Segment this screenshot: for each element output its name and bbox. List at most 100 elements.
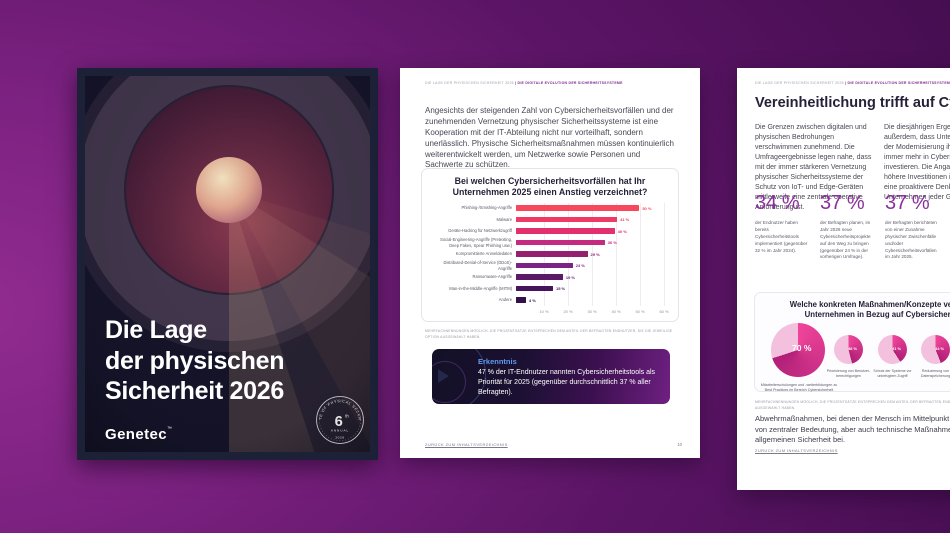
bar-track: 29 % [516, 249, 664, 260]
pie-caption: Priorisierung von Benutzer-berechtigunge… [826, 369, 871, 379]
cover-title-line1: Die Lage [105, 316, 207, 344]
bar-track: 19 % [516, 272, 664, 283]
insight-callout: Erkenntnis 47 % der IT-Endnutzer nannten… [432, 349, 670, 404]
pie-caption: Mitarbeiterschulungen und -weiterbildung… [760, 383, 838, 393]
stat-value: 37 % [820, 192, 865, 214]
x-axis-ticks: 10 % 20 % 30 % 40 % 50 % 60 % [520, 308, 668, 315]
back-to-toc-link[interactable]: ZURÜCK ZUM INHALTSVERZEICHNIS [425, 442, 508, 447]
bar-fill [516, 228, 615, 234]
bar-category-label: Kompromittierte Anmeldedaten [455, 251, 512, 257]
bar-row: Malware 41 % [432, 214, 668, 225]
gridline [640, 202, 641, 306]
back-to-toc-link[interactable]: ZURÜCK ZUM INHALTSVERZEICHNIS [755, 448, 838, 453]
bar-category-label: Geräte-Hacking für Netzwerkzugriff [448, 228, 512, 234]
gridline [616, 202, 617, 306]
running-header-section: | DIE DIGITALE EVOLUTION DER SICHERHEITS… [845, 81, 950, 85]
running-header: DIE LAGE DER PHYSISCHEN SICHERHEIT 2026 … [755, 81, 950, 85]
cover-title-line3: Sicherheit 2026 [105, 377, 284, 405]
bar-value-label: 23 % [575, 263, 585, 269]
bar-category-label: Social-Engineering-Angriffe (Pretexting,… [440, 237, 512, 248]
bar-row: Ransomware-Angriffe 19 % [432, 272, 668, 283]
bar-row: Distributed-Denial-of-Service (DDoS)-Ang… [432, 260, 668, 271]
bar-value-label: 41 % [620, 217, 630, 223]
stat-caption: der Befragten berichteten von einer Zuna… [885, 220, 937, 260]
pie-chart-small: 41 % Schutz der Systeme vor unbefugtem Z… [873, 335, 912, 378]
axis-tick-label: 10 % [539, 308, 549, 314]
bar-track: 15 % [516, 283, 664, 294]
stat-block-2: 37 % der Befragten planen, im Jahr 2026 … [820, 192, 880, 261]
bar-value-label: 4 % [528, 297, 536, 303]
bar-value-label: 29 % [590, 251, 600, 257]
bar-track: 36 % [516, 237, 664, 248]
bar-track: 41 % [516, 214, 664, 225]
genetec-logo-text: Genetec [105, 426, 167, 443]
stat-caption: der Befragten planen, im Jahr 2026 neue … [820, 220, 871, 260]
pie-chart-small: 46 % Priorisierung von Benutzer-berechti… [827, 335, 870, 378]
pie-chart-large: 70 % Mitarbeiterschulungen und -weiterbi… [761, 323, 837, 392]
genetec-logo: Genetec™ [105, 426, 172, 443]
axis-tick-label: 50 % [635, 308, 645, 314]
bar-rows: Phishing-/Smishing-Angriffe 50 % Malware 41… [432, 203, 668, 306]
bar-track: 4 % [516, 295, 664, 306]
bar-track: 40 % [516, 226, 664, 237]
gridline [664, 202, 665, 306]
pie-slice [834, 335, 863, 364]
bar-fill [516, 239, 605, 246]
pie-percentage: 44 % [935, 346, 945, 351]
cover-page: Die Lage der physischen Sicherheit 2026 … [77, 68, 378, 460]
bar-fill [516, 216, 618, 223]
body-column-1: Die Grenzen zwischen digitalen und physi… [755, 124, 872, 211]
bar-row: Social-Engineering-Angriffe (Pretexting,… [432, 237, 668, 248]
play-triangle-icon [438, 369, 449, 383]
bar-row: Man-in-the-Middle-Angriffe (MITM) 15 % [432, 283, 668, 294]
bar-value-label: 19 % [565, 274, 575, 280]
pie-chart-title: Welche konkreten Maßnahmen/Konzepte verf… [789, 300, 950, 320]
insight-text: 47 % der IT-Endnutzer nannten Cybersiche… [478, 369, 656, 396]
bar-fill [516, 274, 563, 280]
outro-paragraph: Abwehrmaßnahmen, bei denen der Mensch im… [755, 414, 950, 445]
axis-tick-label: 40 % [611, 308, 621, 314]
stat-block-1: 34 % der Endnutzer haben bereits Cybersi… [755, 192, 815, 254]
bar-chart-card: Bei welchen Cybersicherheitsvorfällen ha… [421, 168, 679, 322]
bar-category-label: Ransomware-Angriffe [472, 274, 512, 280]
axis-tick-label: 60 % [659, 308, 669, 314]
stat-value: 34 % [755, 192, 800, 214]
bar-fill [516, 297, 526, 303]
pie-percentage: 46 % [848, 346, 858, 351]
bar-track: 23 % [516, 260, 664, 271]
intro-paragraph: Angesichts der steigenden Zahl von Cyber… [425, 106, 675, 170]
bar-value-label: 15 % [556, 286, 566, 292]
bar-row: Phishing-/Smishing-Angriffe 50 % [432, 203, 668, 214]
anniversary-badge: STATE OF PHYSICAL SECURITY 6 th ANNUAL 2… [314, 394, 364, 444]
body-column-2: Die diesjährigen Ergebnisse zeigen außer… [884, 124, 950, 201]
bar-track: 50 % [516, 203, 664, 214]
chart-footnote: MEHRFACHNENNUNGEN MÖGLICH, DIE PROZENTSÄ… [425, 329, 673, 339]
running-header-section: | DIE DIGITALE EVOLUTION DER SICHERHEITS… [515, 81, 623, 85]
bar-fill [516, 285, 553, 292]
stat-caption: der Endnutzer haben bereits Cybersicherh… [755, 220, 808, 253]
pie-chart-small: 44 % Reduzierung von Datenspeicherung [921, 335, 950, 378]
bar-row: Geräte-Hacking für Netzwerkzugriff 40 % [432, 226, 668, 237]
bar-fill [516, 262, 573, 269]
running-header: DIE LAGE DER PHYSISCHEN SICHERHEIT 2026 … [425, 81, 623, 85]
bar-category-label: Distributed-Denial-of-Service (DDoS)-Ang… [443, 260, 512, 271]
report-page-cyber-incidents: DIE LAGE DER PHYSISCHEN SICHERHEIT 2026 … [400, 68, 700, 458]
bar-fill [516, 205, 640, 211]
bar-category-label: Malware [496, 216, 512, 222]
page-number: 10 [677, 442, 682, 447]
badge-annual: ANNUAL [331, 429, 349, 433]
pie-slice [878, 335, 907, 364]
insight-label: Erkenntnis [478, 357, 517, 366]
bar-value-label: 40 % [617, 228, 627, 234]
bar-value-label: 50 % [642, 205, 652, 211]
pie-caption: Reduzierung von Datenspeicherung [920, 369, 950, 379]
running-header-left: DIE LAGE DER PHYSISCHEN SICHERHEIT 2026 [755, 81, 844, 85]
bar-category-label: Phishing-/Smishing-Angriffe [461, 205, 512, 211]
badge-superscript: th [345, 413, 349, 418]
badge-number: 6 [335, 414, 343, 430]
pie-percentage: 70 % [792, 343, 812, 353]
pie-chart-card: Welche konkreten Maßnahmen/Konzepte verf… [754, 292, 950, 392]
bar-row: Andere 4 % [432, 295, 668, 306]
pie-slice [771, 323, 825, 377]
